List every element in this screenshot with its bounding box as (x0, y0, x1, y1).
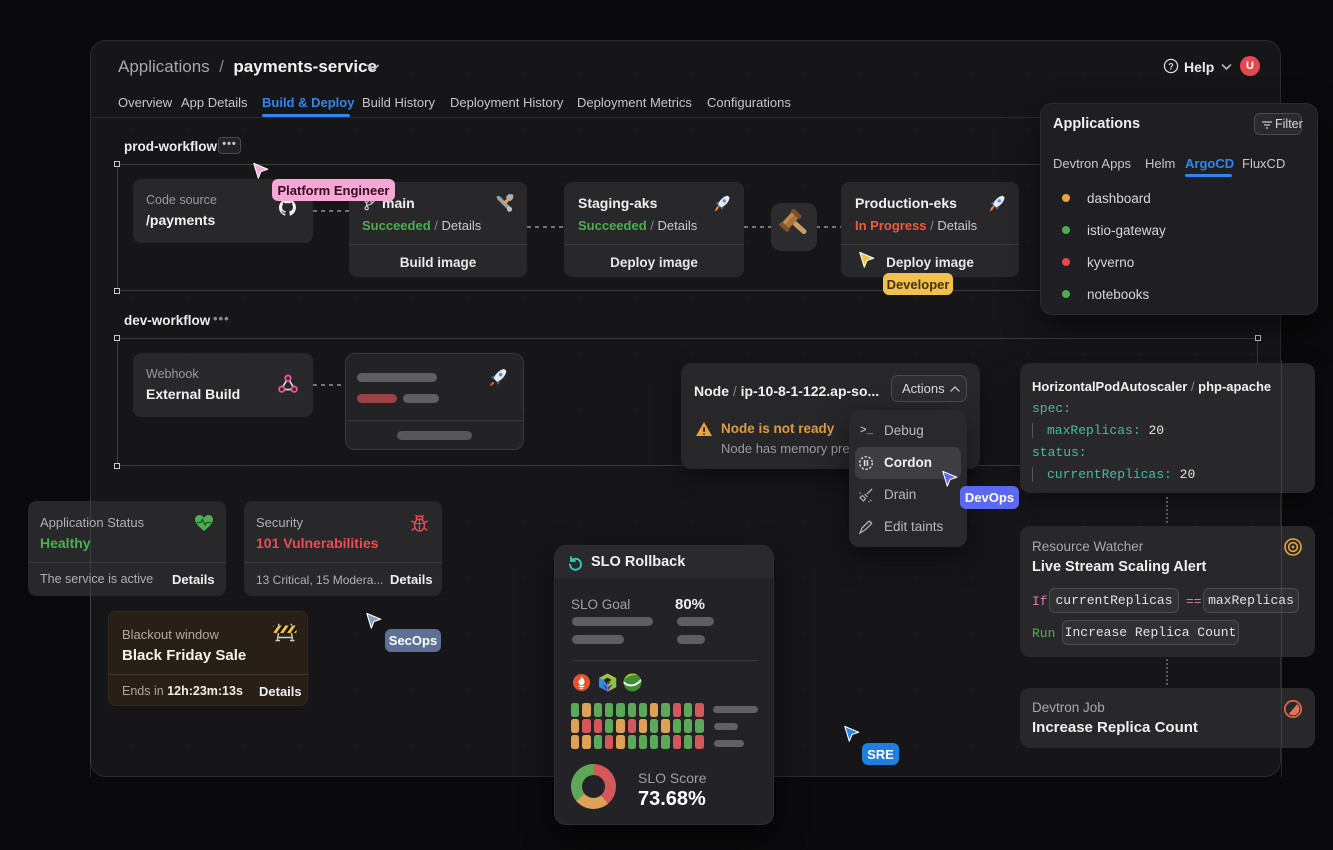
svg-text:?: ? (1168, 61, 1174, 71)
